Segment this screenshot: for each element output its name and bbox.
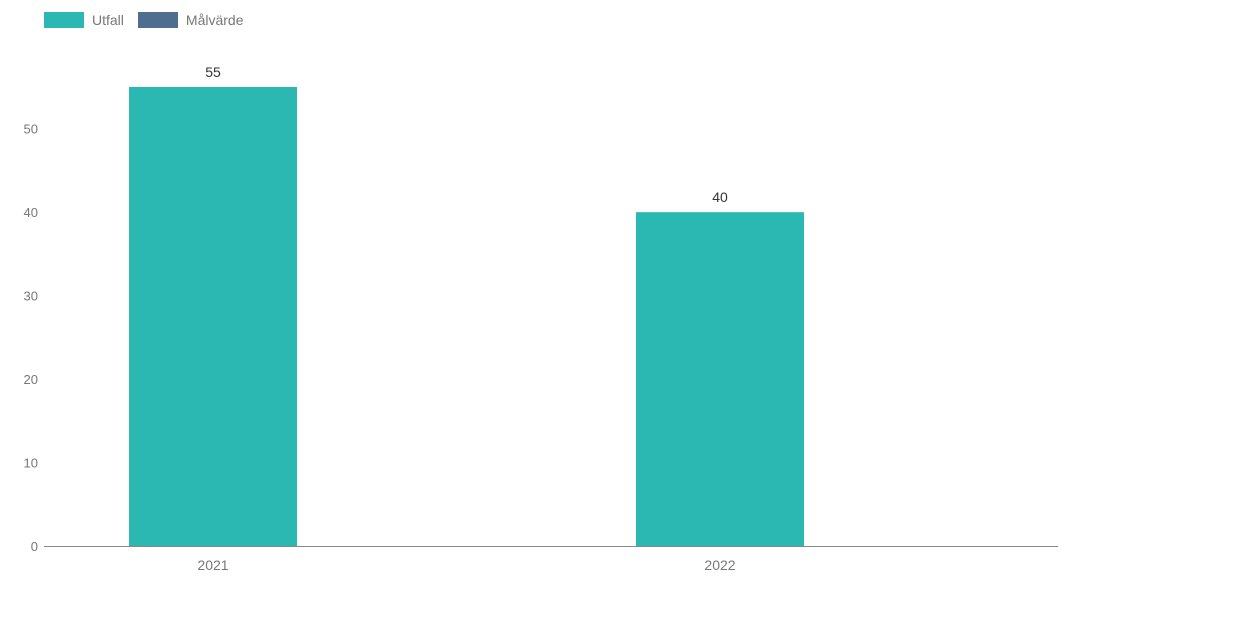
data-label-2022: 40 (712, 189, 728, 205)
legend-label-malvarde: Målvärde (185, 12, 244, 28)
bar-2021[interactable] (129, 87, 297, 546)
y-tick-label-20: 20 (24, 372, 38, 387)
data-label-2021: 55 (205, 64, 221, 80)
legend: Utfall Målvärde (44, 12, 248, 28)
legend-item-malvarde[interactable]: Målvärde (137, 12, 244, 28)
legend-item-utfall[interactable]: Utfall (44, 12, 124, 28)
y-tick-label-0: 0 (31, 539, 38, 554)
y-tick-label-30: 30 (24, 289, 38, 304)
legend-swatch-utfall (44, 12, 84, 28)
legend-label-utfall: Utfall (92, 12, 124, 28)
y-tick-label-40: 40 (24, 205, 38, 220)
bar-2022[interactable] (636, 212, 804, 546)
y-tick-label-10: 10 (24, 456, 38, 471)
x-tick-label-2021: 2021 (197, 557, 228, 573)
x-tick-label-2022: 2022 (704, 557, 735, 573)
legend-swatch-malvarde (137, 12, 178, 28)
y-tick-label-50: 50 (24, 122, 38, 137)
